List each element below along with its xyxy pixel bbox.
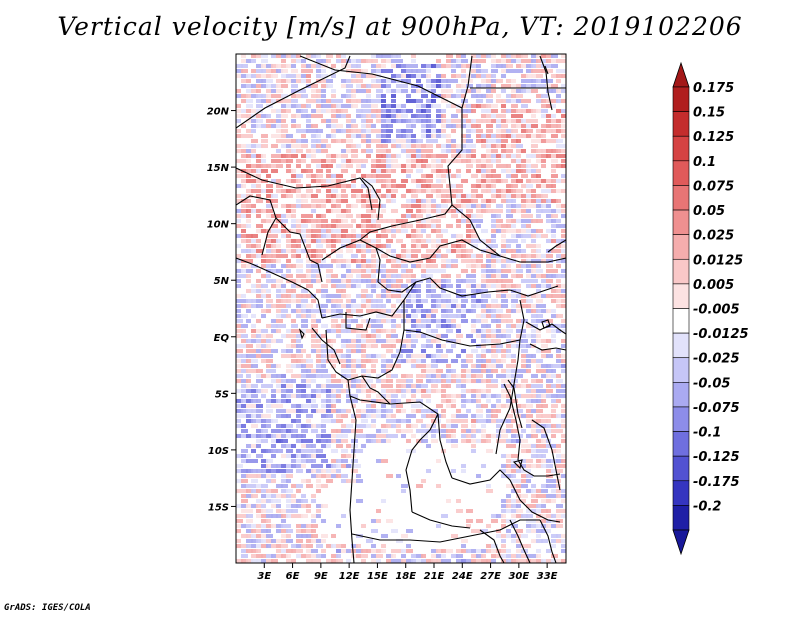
colorbar-label: -0.025 (693, 352, 740, 367)
colorbar-label: -0.0125 (693, 327, 749, 342)
colorbar-box (672, 455, 690, 482)
country-borders (236, 55, 566, 563)
colorbar-box (672, 209, 690, 235)
lon-tick-label: 30E (508, 571, 529, 582)
lon-tick-label: 27E (480, 571, 501, 582)
colorbar-box (672, 406, 690, 432)
colorbar-box (672, 160, 690, 186)
map-frame (235, 53, 567, 564)
lon-tick-label: 12E (339, 571, 360, 582)
credit-label: GrADS: IGES/COLA (4, 603, 91, 613)
lat-tick-label: 5S (215, 389, 229, 400)
chart-title: Vertical velocity [m/s] at 900hPa, VT: 2… (57, 12, 743, 41)
lon-tick-label: 21E (424, 571, 445, 582)
lon-tick-label: 18E (395, 571, 416, 582)
colorbar-box (672, 86, 690, 112)
lon-tick-label: 9E (314, 571, 328, 582)
lat-tick-label: 10S (208, 446, 229, 457)
colorbar-label: -0.1 (693, 426, 721, 441)
colorbar-box (672, 382, 690, 408)
lat-tick-label: 10N (207, 220, 230, 231)
colorbar-box (672, 234, 690, 260)
lon-tick-label: 6E (286, 571, 300, 582)
colorbar-box (672, 332, 690, 359)
colorbar-label: 0.075 (693, 179, 734, 194)
map-background (236, 54, 566, 563)
colorbar-label: -0.125 (693, 450, 740, 465)
colorbar-label: 0.005 (693, 278, 734, 293)
colorbar-box (672, 135, 690, 162)
colorbar-label: 0.175 (693, 81, 734, 96)
colorbar-label: 0.025 (693, 229, 734, 244)
colorbar-label: 0.05 (693, 204, 725, 219)
lon-tick-label: 24E (452, 571, 473, 582)
colorbar-box (672, 357, 690, 383)
lat-tick-label: 20N (207, 107, 230, 118)
latitude-axis: 20N 15N 10N 5N EQ 5S 10S 15S (207, 107, 236, 513)
colorbar-box (672, 308, 690, 334)
lon-tick-label: 15E (367, 571, 388, 582)
colorbar-bottom-triangle (672, 529, 690, 556)
lat-tick-label: 15N (207, 163, 230, 174)
colorbar-box (672, 258, 690, 285)
lon-tick-label: 33E (537, 571, 558, 582)
lat-tick-label: 5N (214, 276, 230, 287)
colorbar-label: -0.175 (693, 475, 740, 490)
colorbar-top-triangle (672, 61, 690, 88)
colorbar-label: -0.075 (693, 401, 740, 416)
colorbar-box (672, 431, 690, 457)
colorbar-label: -0.05 (693, 376, 730, 391)
colorbar-box (672, 185, 690, 211)
colorbar-label: -0.005 (693, 303, 740, 318)
colorbar-label: 0.15 (693, 106, 725, 121)
colorbar-label: -0.2 (693, 499, 721, 514)
colorbar-box (672, 111, 690, 137)
longitude-axis: 3E 6E 9E 12E 15E 18E 21E 24E 27E 30E 33E (257, 563, 558, 582)
colorbar-box (672, 505, 690, 531)
colorbar-label: 0.0125 (693, 253, 743, 268)
lat-tick-label: EQ (214, 333, 230, 344)
lat-tick-label: 15S (208, 502, 229, 513)
colorbar-label: 0.1 (693, 155, 716, 170)
colorbar-box (672, 480, 690, 506)
vertical-velocity-field (236, 54, 566, 563)
lon-tick-label: 3E (257, 571, 271, 582)
colorbar-box (672, 283, 690, 309)
colorbar-label: 0.125 (693, 130, 734, 145)
